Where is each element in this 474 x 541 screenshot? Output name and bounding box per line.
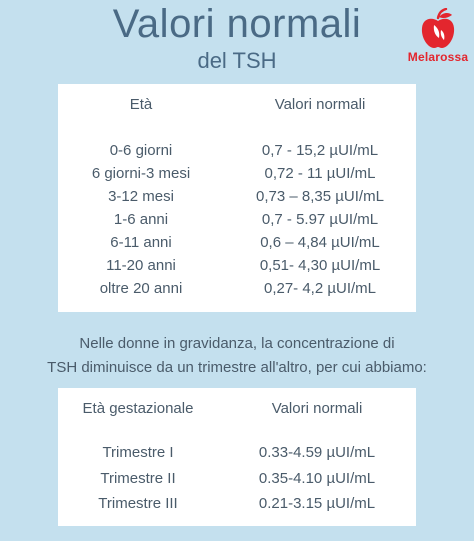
age-cell: 1-6 anni — [113, 211, 169, 228]
page-subtitle: del TSH — [197, 48, 277, 73]
value-cell: 0.33-4.59 µUI/mL — [258, 444, 376, 461]
pregnancy-table: Età gestazionale Valori normali Trimestr… — [58, 388, 416, 526]
age-cell: 11-20 anni — [106, 257, 176, 274]
value-cell: 0,27- 4,2 µUI/mL — [263, 280, 377, 297]
column-header-age: Età — [129, 96, 153, 113]
age-cell: oltre 20 anni — [99, 280, 183, 297]
age-ranges-table: Età Valori normali 0-6 giorni 0,7 - 15,2… — [58, 84, 416, 312]
value-cell: 0,6 – 4,84 µUI/mL — [260, 234, 380, 251]
pregnancy-note-line-2: TSH diminuisce da un trimestre all'altro… — [47, 359, 427, 376]
age-cell: 6 giorni-3 mesi — [91, 165, 191, 182]
pregnancy-note-line-1: Nelle donne in gravidanza, la concentraz… — [79, 335, 395, 352]
value-cell: 0,51- 4,30 µUI/mL — [259, 257, 381, 274]
age-cell: 3-12 mesi — [108, 188, 174, 205]
value-cell: 0,72 - 11 µUI/mL — [264, 165, 376, 182]
melarossa-logo: Melarossa — [404, 8, 472, 70]
trimester-cell: Trimestre II — [100, 470, 176, 487]
value-cell: 0,73 – 8,35 µUI/mL — [256, 188, 384, 205]
column-header-normal-values: Valori normali — [271, 400, 363, 417]
column-header-normal-values: Valori normali — [274, 96, 366, 113]
column-header-gestational-age: Età gestazionale — [82, 400, 194, 417]
age-cell: 6-11 anni — [110, 234, 172, 251]
apple-icon — [421, 8, 455, 48]
value-cell: 0,7 - 5.97 µUI/mL — [261, 211, 379, 228]
value-cell: 0.21-3.15 µUI/mL — [258, 495, 376, 512]
trimester-cell: Trimestre I — [102, 444, 174, 461]
logo-text: Melarossa — [407, 50, 469, 64]
age-cell: 0-6 giorni — [109, 142, 173, 159]
value-cell: 0,7 - 15,2 µUI/mL — [261, 142, 379, 159]
page-title: Valori normali — [112, 2, 362, 46]
trimester-cell: Trimestre III — [98, 495, 178, 512]
value-cell: 0.35-4.10 µUI/mL — [258, 470, 376, 487]
